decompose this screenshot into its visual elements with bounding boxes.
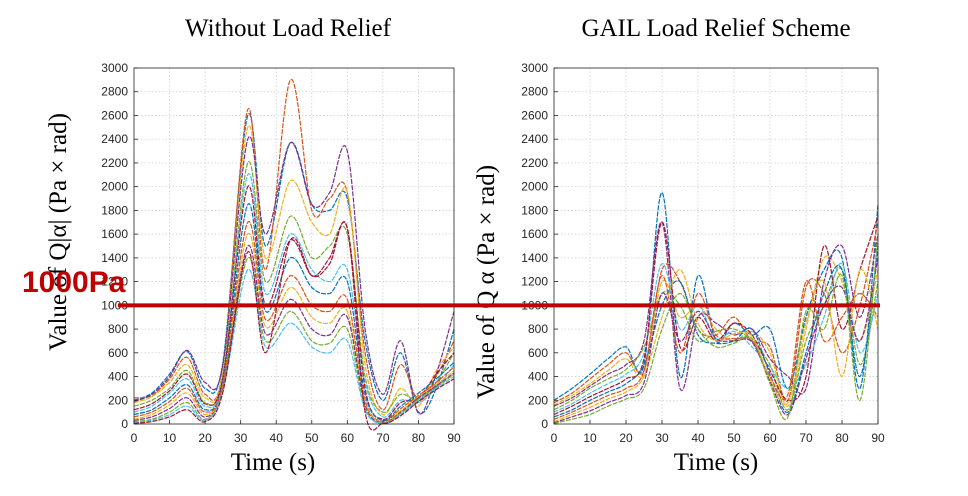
x-axis-label-right: Time (s) <box>674 449 759 476</box>
y-tick-label: 0 <box>121 417 128 431</box>
y-tick-label: 200 <box>528 393 548 407</box>
series-line-9 <box>133 221 455 423</box>
series-line-9 <box>553 275 879 420</box>
y-tick-label: 800 <box>528 322 548 336</box>
series-line-5 <box>553 267 879 411</box>
x-tick-label: 80 <box>412 431 426 445</box>
y-tick-label: 800 <box>108 322 128 336</box>
x-tick-label: 90 <box>871 431 885 445</box>
series-line-2 <box>553 222 879 404</box>
series-line-13 <box>133 269 455 425</box>
y-tick-label: 2800 <box>521 85 548 99</box>
y-tick-label: 3000 <box>101 61 128 75</box>
series-line-5 <box>133 161 455 413</box>
y-tick-label: 2400 <box>521 132 548 146</box>
x-tick-label: 0 <box>131 431 138 445</box>
x-tick-label: 30 <box>234 431 248 445</box>
series-group-left <box>133 79 455 431</box>
x-tick-labels-right: 0 10 20 30 40 50 60 70 80 90 <box>551 420 885 445</box>
series-line-11 <box>133 245 455 424</box>
x-tick-label: 10 <box>583 431 597 445</box>
series-line-12 <box>133 257 455 424</box>
series-line-1 <box>553 191 879 401</box>
y-tick-label: 2200 <box>101 156 128 170</box>
grid-right <box>553 67 879 425</box>
series-line-8 <box>133 203 455 422</box>
y-tick-labels-right: 0200400600800100012001400160018002000220… <box>521 61 558 431</box>
x-tick-labels-left: 0 10 20 30 40 50 60 70 80 90 <box>131 420 461 445</box>
x-tick-label: 70 <box>376 431 390 445</box>
series-line-6 <box>133 173 455 418</box>
y-tick-label: 2600 <box>521 108 548 122</box>
y-tick-label: 2000 <box>101 180 128 194</box>
y-tick-label: 200 <box>108 393 128 407</box>
x-tick-label: 30 <box>655 431 669 445</box>
x-tick-label: 20 <box>619 431 633 445</box>
series-line-7 <box>553 216 879 416</box>
x-tick-label: 10 <box>163 431 177 445</box>
y-tick-label: 1200 <box>521 275 548 289</box>
series-line-3 <box>553 255 879 407</box>
y-tick-label: 2000 <box>521 180 548 194</box>
series-line-1 <box>133 113 455 414</box>
x-axis-label-left: Time (s) <box>231 449 316 476</box>
x-tick-label: 40 <box>691 431 705 445</box>
y-tick-label: 1800 <box>521 203 548 217</box>
series-line-11 <box>553 257 879 424</box>
x-tick-label: 0 <box>551 431 558 445</box>
y-tick-label: 1000 <box>101 298 128 312</box>
y-tick-label: 1600 <box>521 227 548 241</box>
y-tick-label: 600 <box>108 346 128 360</box>
chart-without-load-relief: Without Load Relief 02004006008001000120… <box>45 15 461 476</box>
chart-gail-load-relief: GAIL Load Relief Scheme 0200400600800100… <box>473 15 885 476</box>
series-group-right <box>553 191 879 424</box>
plot-frame-left <box>133 67 455 425</box>
y-tick-label: 0 <box>541 417 548 431</box>
x-tick-label: 40 <box>270 431 284 445</box>
chart-title-right: GAIL Load Relief Scheme <box>581 15 850 42</box>
series-line-12 <box>553 234 879 424</box>
x-tick-label: 50 <box>305 431 319 445</box>
y-tick-label: 2400 <box>101 132 128 146</box>
series-line-7 <box>133 185 455 420</box>
y-tick-label: 1600 <box>101 227 128 241</box>
series-line-10 <box>553 268 879 423</box>
y-tick-label: 600 <box>528 346 548 360</box>
plot-frame-right <box>553 67 879 425</box>
y-tick-label: 1200 <box>101 275 128 289</box>
y-tick-label: 1400 <box>101 251 128 265</box>
y-tick-label: 2200 <box>521 156 548 170</box>
x-tick-label: 50 <box>727 431 741 445</box>
x-tick-label: 60 <box>341 431 355 445</box>
series-line-3 <box>133 124 455 416</box>
x-tick-label: 80 <box>835 431 849 445</box>
y-tick-label: 400 <box>108 370 128 384</box>
series-line-2 <box>133 79 455 411</box>
y-tick-label: 1400 <box>521 251 548 265</box>
series-line-6 <box>553 262 879 413</box>
x-tick-label: 60 <box>763 431 777 445</box>
x-tick-label: 70 <box>799 431 813 445</box>
series-line-10 <box>133 233 455 423</box>
y-tick-labels-left: 0 200 400 600 800 1000 1200 1400 1600 1800 2000 220… <box>101 61 138 431</box>
y-tick-label: 3000 <box>521 61 548 75</box>
y-tick-label: 1800 <box>101 203 128 217</box>
y-axis-label-right: Value of Q α (Pa × rad) <box>473 165 500 399</box>
y-tick-label: 2800 <box>101 85 128 99</box>
x-tick-label: 90 <box>447 431 461 445</box>
series-line-4 <box>133 135 455 415</box>
y-axis-label-left: Value of Q|α| (Pa × rad) <box>45 113 72 351</box>
y-tick-label: 400 <box>528 370 548 384</box>
chart-title-left: Without Load Relief <box>185 15 392 42</box>
x-tick-label: 20 <box>198 431 212 445</box>
y-tick-label: 2600 <box>101 108 128 122</box>
series-line-14 <box>133 221 455 431</box>
series-line-8 <box>553 245 879 418</box>
threshold-label: 1000Pa <box>22 266 126 299</box>
